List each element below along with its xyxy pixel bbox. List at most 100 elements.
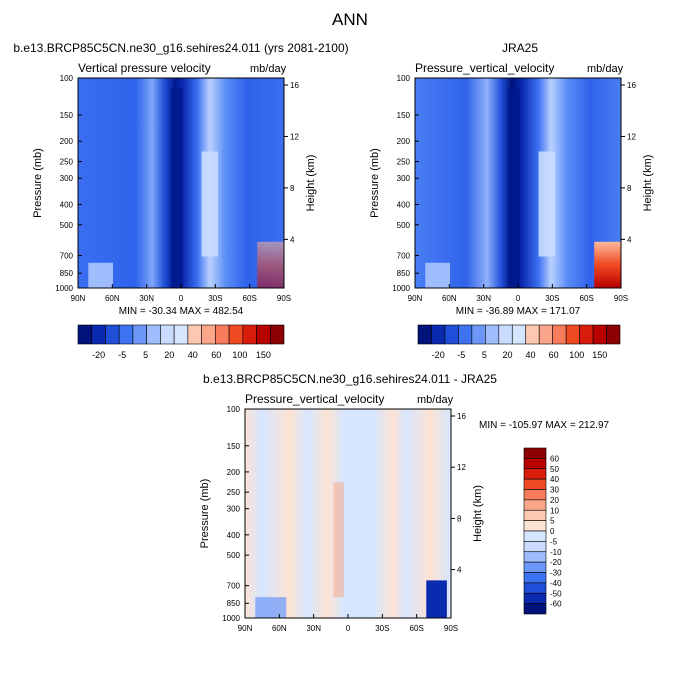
colorbar-label: -5 [457, 350, 465, 360]
colorbar-box [146, 324, 161, 345]
y2-tick-label: 8 [290, 184, 295, 193]
colorbar-box [471, 324, 486, 345]
x-tick-label: 90S [614, 294, 628, 303]
colorbar-box [498, 324, 513, 345]
colorbar-label: 100 [232, 350, 247, 360]
contour-band [594, 241, 621, 288]
colorbar-box [523, 541, 547, 553]
y-tick-label: 150 [60, 111, 74, 120]
variable-label: Pressure_vertical_velocity [245, 392, 384, 406]
colorbar-box [592, 324, 607, 345]
x-tick-label: 30N [139, 294, 154, 303]
colorbar-label: 150 [592, 350, 607, 360]
x-tick-label: 90S [277, 294, 291, 303]
colorbar-box [525, 324, 540, 345]
colorbar-box [523, 551, 547, 563]
y-tick-label: 250 [397, 158, 411, 167]
x-tick-label: 30S [545, 294, 559, 303]
y-tick-label: 500 [60, 221, 74, 230]
colorbar-label: -20 [432, 350, 445, 360]
colorbar-box [132, 324, 147, 345]
contour-band [425, 262, 451, 288]
y2-tick-label: 8 [627, 184, 632, 193]
colorbar-box [160, 324, 175, 345]
colorbar-label: -30 [550, 569, 562, 578]
colorbar-box [523, 530, 547, 542]
y-tick-label: 850 [397, 269, 411, 278]
colorbar-box [523, 603, 547, 615]
x-tick-label: 60S [243, 294, 257, 303]
y-axis-title: Pressure (mb) [32, 148, 44, 218]
colorbar-box [523, 468, 547, 480]
x-tick-label: 30S [208, 294, 222, 303]
colorbar-label: 40 [550, 475, 559, 484]
min-max-label: MIN = -105.97 MAX = 212.97 [479, 420, 610, 431]
colorbar-box [458, 324, 473, 345]
colorbar-box [579, 324, 594, 345]
y-tick-label: 100 [227, 405, 241, 414]
colorbar-box [105, 324, 120, 345]
colorbar-box [523, 561, 547, 573]
y-tick-label: 150 [397, 111, 411, 120]
y-tick-label: 300 [60, 174, 74, 183]
unit-label: mb/day [417, 394, 454, 406]
colorbar-label: -20 [92, 350, 105, 360]
colorbar-box [417, 324, 432, 345]
panel-title: b.e13.BRCP85C5CN.ne30_g16.sehires24.011 … [203, 372, 497, 386]
y-axis-title: Pressure (mb) [199, 479, 211, 549]
contour-band [170, 88, 184, 288]
colorbar-label: 5 [550, 517, 555, 526]
y-tick-label: 400 [60, 200, 74, 209]
contour-band [257, 241, 284, 288]
x-tick-label: 60N [272, 624, 287, 633]
colorbar-box [269, 324, 285, 345]
colorbar-box [444, 324, 459, 345]
colorbar-box [523, 489, 547, 501]
colorbar-box [201, 324, 216, 345]
contour-band [507, 88, 521, 288]
colorbar-label: 50 [550, 465, 559, 474]
contour-band [201, 151, 219, 257]
y-tick-label: 1000 [55, 284, 73, 293]
y2-tick-label: 8 [457, 514, 462, 523]
colorbar-label: 40 [526, 350, 536, 360]
colorbar-box [523, 520, 547, 532]
x-tick-label: 60N [105, 294, 120, 303]
y2-axis-title: Height (km) [472, 485, 484, 542]
y-tick-label: 500 [397, 221, 411, 230]
x-tick-label: 30N [306, 624, 321, 633]
colorbar-label: 5 [482, 350, 487, 360]
y-tick-label: 850 [60, 269, 74, 278]
colorbar-label: 5 [143, 350, 148, 360]
colorbar-label: 60 [550, 454, 559, 463]
y-tick-label: 200 [397, 137, 411, 146]
colorbar-label: 60 [211, 350, 221, 360]
colorbar-box [431, 324, 446, 345]
min-max-label: MIN = -36.89 MAX = 171.07 [456, 306, 581, 317]
y2-tick-label: 12 [457, 463, 466, 472]
colorbar-box [91, 324, 106, 345]
colorbar-box [523, 499, 547, 511]
min-max-label: MIN = -30.34 MAX = 482.54 [119, 306, 244, 317]
colorbar-box [215, 324, 230, 345]
colorbar-label: 20 [502, 350, 512, 360]
colorbar-label: -60 [550, 600, 562, 609]
x-tick-label: 60S [580, 294, 594, 303]
contour-band [538, 151, 556, 257]
colorbar-label: -10 [550, 548, 562, 557]
axes-layer: b.e13.BRCP85C5CN.ne30_g16.sehires24.011 … [13, 41, 654, 633]
legend-layer [77, 324, 621, 615]
colorbar-box [242, 324, 257, 345]
colorbar-box [523, 478, 547, 490]
y2-tick-label: 4 [627, 235, 632, 244]
colorbar-box [187, 324, 202, 345]
colorbar-box [523, 509, 547, 521]
colorbar-box [538, 324, 553, 345]
colorbar-box [523, 592, 547, 604]
y-tick-label: 100 [60, 74, 74, 83]
colorbar-box [228, 324, 244, 345]
x-tick-label: 90S [444, 624, 458, 633]
y-tick-label: 250 [60, 158, 74, 167]
colorbar-box [173, 324, 189, 345]
